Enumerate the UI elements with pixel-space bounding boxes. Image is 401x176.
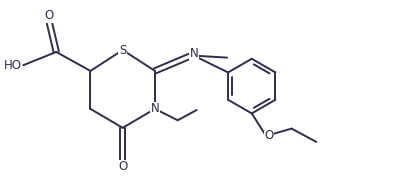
Text: O: O xyxy=(118,161,127,173)
Text: HO: HO xyxy=(4,59,22,72)
Text: O: O xyxy=(45,9,54,22)
Text: N: N xyxy=(190,47,198,60)
Text: N: N xyxy=(151,102,159,115)
Text: S: S xyxy=(119,43,126,56)
Text: O: O xyxy=(264,128,273,142)
